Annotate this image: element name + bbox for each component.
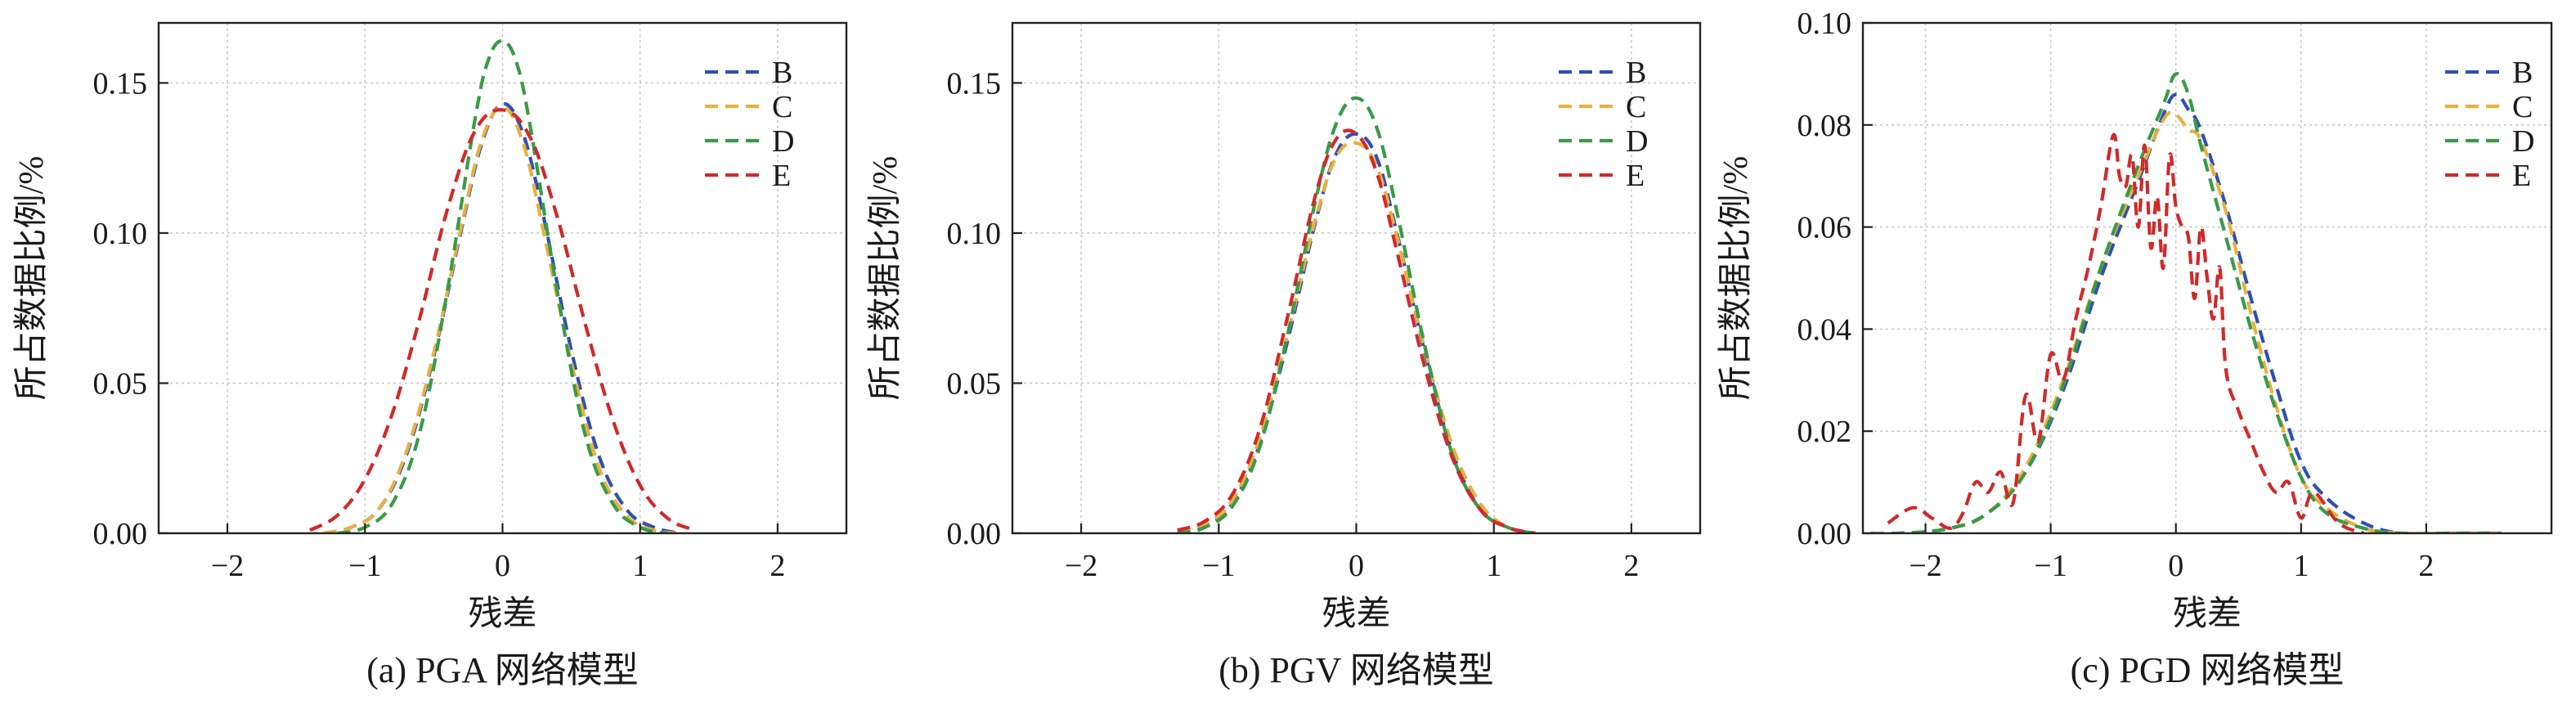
y-tick-label: 0.10 [947, 217, 1002, 251]
chart-panel-3: −2 −1 0 1 2 0.00 0.02 0.04 0.06 0.08 0.10 残差 所占数据比例/… [1717, 7, 2553, 690]
x-tick-label: −2 [1065, 549, 1097, 583]
legend-label-E: E [2512, 159, 2531, 193]
legend-label-B: B [772, 56, 792, 90]
y-tick-label: 0.08 [1797, 109, 1852, 143]
x-tick-label: 1 [1486, 549, 1501, 583]
legend-label-C: C [2512, 90, 2533, 124]
y-tick-label: 0.05 [947, 366, 1002, 401]
x-tick-label: −1 [348, 549, 381, 583]
series-group [1177, 96, 1536, 533]
x-tick-label: −1 [1202, 549, 1235, 583]
legend-label-E: E [1626, 159, 1645, 193]
series-line-C [1177, 141, 1536, 533]
x-tick-label: 1 [2293, 549, 2309, 583]
series-line-E [1177, 128, 1536, 533]
x-tick-label: 0 [495, 549, 510, 583]
series-line-C [323, 105, 682, 533]
y-tick-label: 0.00 [947, 517, 1002, 551]
y-tick-label: 0.00 [93, 517, 148, 551]
panel-caption: (b) PGV 网络模型 [1218, 650, 1494, 690]
y-axis-title: 所占数据比例/% [867, 156, 904, 401]
x-tick-label: −2 [211, 549, 244, 583]
series-line-E [1887, 132, 2365, 533]
panel-caption: (c) PGD 网络模型 [2071, 650, 2345, 690]
y-tick-label: 0.15 [947, 66, 1002, 101]
x-tick-label: 2 [1623, 549, 1639, 583]
legend-label-D: D [1626, 124, 1648, 159]
legend-label-D: D [772, 124, 794, 159]
y-tick-label: 0.00 [1797, 517, 1852, 551]
x-axis-title: 残差 [1322, 595, 1390, 633]
y-tick-label: 0.15 [93, 66, 148, 101]
y-tick-label: 0.02 [1797, 415, 1852, 449]
chart-panel-2: −2 −1 0 1 2 0.00 0.05 0.10 0.15 残差 所占数据比例/% (b) PGV… [867, 21, 1702, 690]
x-tick-label: −1 [2034, 549, 2067, 583]
y-axis-title: 所占数据比例/% [1717, 156, 1755, 401]
x-tick-label: 0 [1349, 549, 1364, 583]
x-axis-title: 残差 [468, 595, 536, 633]
legend-label-B: B [2512, 56, 2533, 90]
y-axis-title: 所占数据比例/% [13, 156, 51, 401]
series-line-E [309, 108, 696, 532]
legend-label-D: D [2512, 124, 2534, 159]
x-tick-label: −2 [1909, 549, 1941, 583]
legend-label-C: C [1626, 90, 1646, 124]
x-axis-title: 残差 [2173, 595, 2242, 633]
x-tick-label: 2 [2418, 549, 2434, 583]
plot-frame [1861, 21, 2553, 535]
y-tick-label: 0.10 [1797, 7, 1852, 41]
x-tick-label: 1 [632, 549, 648, 583]
legend-label-E: E [772, 159, 791, 193]
x-tick-label: 2 [770, 549, 785, 583]
series-line-B [1863, 92, 2502, 533]
series-line-C [1863, 110, 2502, 533]
series-group [309, 38, 696, 533]
legend-label-B: B [1626, 56, 1646, 90]
panel-caption: (a) PGA 网络模型 [366, 650, 638, 690]
grid [159, 23, 846, 534]
x-tick-label: 0 [2168, 549, 2183, 583]
y-tick-label: 0.10 [93, 217, 148, 251]
chart-panel-1: −2 −1 0 1 2 0.00 0.05 0.10 0.15 残差 所占数据比例/% (a) PGA… [13, 21, 848, 690]
legend-label-C: C [772, 90, 792, 124]
y-tick-label: 0.06 [1797, 211, 1852, 245]
series-group [1863, 72, 2502, 533]
y-tick-label: 0.04 [1797, 312, 1852, 347]
y-tick-label: 0.05 [93, 366, 148, 401]
